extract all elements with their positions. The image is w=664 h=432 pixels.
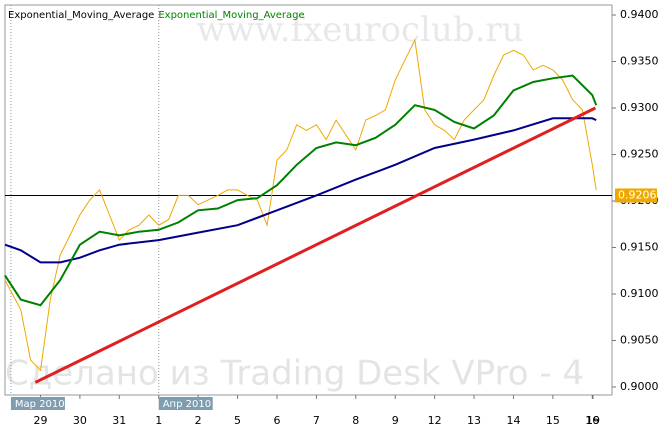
y-tick-label: 0.9400 (620, 8, 659, 21)
x-tick-label: 30 (73, 414, 87, 427)
x-tick-label: 16 (585, 414, 599, 427)
y-tick-label: 0.9350 (620, 55, 659, 68)
y-tick-label: 0.9250 (620, 148, 659, 161)
hline-label-box (615, 188, 657, 203)
month-label-box (10, 397, 65, 410)
plot-frame (4, 4, 613, 396)
x-tick-label: 6 (273, 414, 280, 427)
month-label: Апр 2010 (163, 399, 211, 410)
x-tick-label: 7 (313, 414, 320, 427)
month-label-box (158, 397, 213, 410)
x-tick-label: 31 (112, 414, 126, 427)
y-tick-label: 0.9000 (620, 380, 659, 393)
hline-label: 0.9206 (618, 188, 657, 201)
month-label: Мар 2010 (15, 399, 65, 410)
x-tick-label: 5 (234, 414, 241, 427)
x-tick-label: 12 (428, 414, 442, 427)
x-tick-label: 1 (155, 414, 162, 427)
y-tick-label: 0.9050 (620, 334, 659, 347)
watermark: www.fxeuroclub.ru (196, 10, 523, 50)
legend-entry: Exponential_Moving_Average (8, 10, 154, 21)
x-tick-label: 19 (586, 414, 600, 427)
ema-line (4, 117, 597, 264)
price-line (4, 38, 597, 372)
watermark: Сделано из Trading Desk VPro - 4 (5, 354, 584, 394)
x-tick-label: 2 (195, 414, 202, 427)
y-tick-label: 0.9300 (620, 101, 659, 114)
y-tick-label: 0.9100 (620, 287, 659, 300)
ema-line (4, 74, 598, 307)
trend-line (34, 106, 597, 384)
x-tick-label: 9 (392, 414, 399, 427)
y-tick-label: 0.9150 (620, 241, 659, 254)
x-tick-label: 13 (467, 414, 481, 427)
legend-entry: Exponential_Moving_Average (158, 10, 304, 21)
x-tick-label: 29 (33, 414, 47, 427)
x-tick-label: 8 (352, 414, 359, 427)
x-tick-label: 14 (506, 414, 520, 427)
x-tick-label: 15 (546, 414, 560, 427)
